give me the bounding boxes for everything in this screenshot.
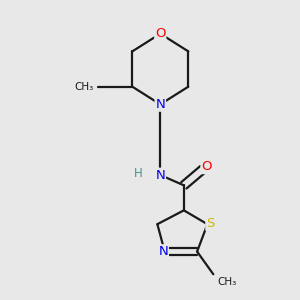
Text: N: N [158,245,168,258]
Text: H: H [134,167,142,180]
Text: O: O [201,160,212,173]
Text: CH₃: CH₃ [75,82,94,92]
Text: CH₃: CH₃ [218,277,237,286]
Text: S: S [206,217,214,230]
Text: N: N [155,98,165,111]
Text: N: N [155,169,165,182]
Text: O: O [155,27,166,40]
